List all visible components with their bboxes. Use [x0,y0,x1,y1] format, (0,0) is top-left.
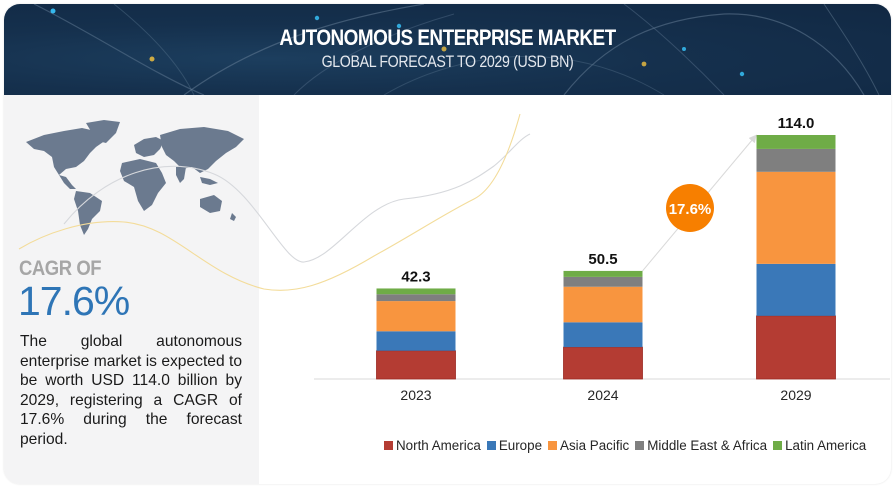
legend-swatch [548,440,558,450]
bar-segment-latin-america-2029 [756,135,836,149]
bar-segment-north-america-2024 [563,346,643,380]
bar-segment-asia-pacific-2024 [563,286,643,323]
chart-legend: North America Europe Asia Pacific Middle Ea… [384,436,872,454]
legend-swatch [773,440,783,450]
header-banner: AUTONOMOUS ENTERPRISE MARKET GLOBAL FORE… [4,4,891,95]
chart-title: AUTONOMOUS ENTERPRISE MARKET [279,25,616,50]
bar-segment-europe-2029 [756,263,836,316]
legend-swatch [384,440,393,450]
legend-label: Asia Pacific [560,437,630,453]
cagr-badge [666,184,714,232]
legend-item-north-america: North America [384,438,481,453]
bar-segment-europe-2023 [376,331,456,351]
cagr-badge-text: 17.6% [669,201,712,218]
legend-label: Latin America [785,437,867,453]
bar-stack-2029 [756,135,836,380]
bar-segment-north-america-2023 [376,350,456,380]
legend-label: North America [396,437,481,453]
bar-segment-latin-america-2024 [563,270,643,277]
legend-item-asia-pacific: Asia Pacific [548,438,629,453]
bar-segment-asia-pacific-2023 [376,301,456,332]
x-tick-label-2023: 2023 [400,387,431,403]
x-tick-label-2024: 2024 [587,387,618,403]
legend-label: Middle East & Africa [647,437,768,453]
bar-segment-middle-east-africa-2024 [563,276,643,287]
market-description: The global autonomous enterprise market … [20,333,242,448]
legend-item-middle-east-africa: Middle East & Africa [635,438,767,453]
bar-segment-middle-east-africa-2023 [376,294,456,302]
legend-label: Europe [498,437,543,453]
total-label-2029: 114.0 [778,115,815,132]
bar-segment-asia-pacific-2029 [756,171,836,264]
header-light-trails [33,4,880,95]
bar-stack-2023 [376,288,456,380]
bar-segment-latin-america-2023 [376,288,456,295]
bar-segment-north-america-2029 [756,315,836,380]
total-label-2023: 42.3 [401,268,430,285]
chart-subtitle: GLOBAL FORECAST TO 2029 (USD BN) [321,53,574,71]
legend-item-latin-america: Latin America [773,438,866,453]
bar-stack-2024 [563,270,643,380]
legend-swatch [635,440,645,450]
stacked-bar-chart: 17.6% 42.3 2023 50.5 2024 114.0 2029 [314,115,890,403]
x-tick-label-2029: 2029 [780,387,811,403]
legend-swatch [486,440,496,450]
bar-segment-europe-2024 [563,322,643,348]
legend-item-europe: Europe [486,437,543,453]
bar-segment-middle-east-africa-2029 [756,148,836,172]
infographic-card: AUTONOMOUS ENTERPRISE MARKET GLOBAL FORE… [4,4,891,484]
total-label-2024: 50.5 [588,251,617,268]
